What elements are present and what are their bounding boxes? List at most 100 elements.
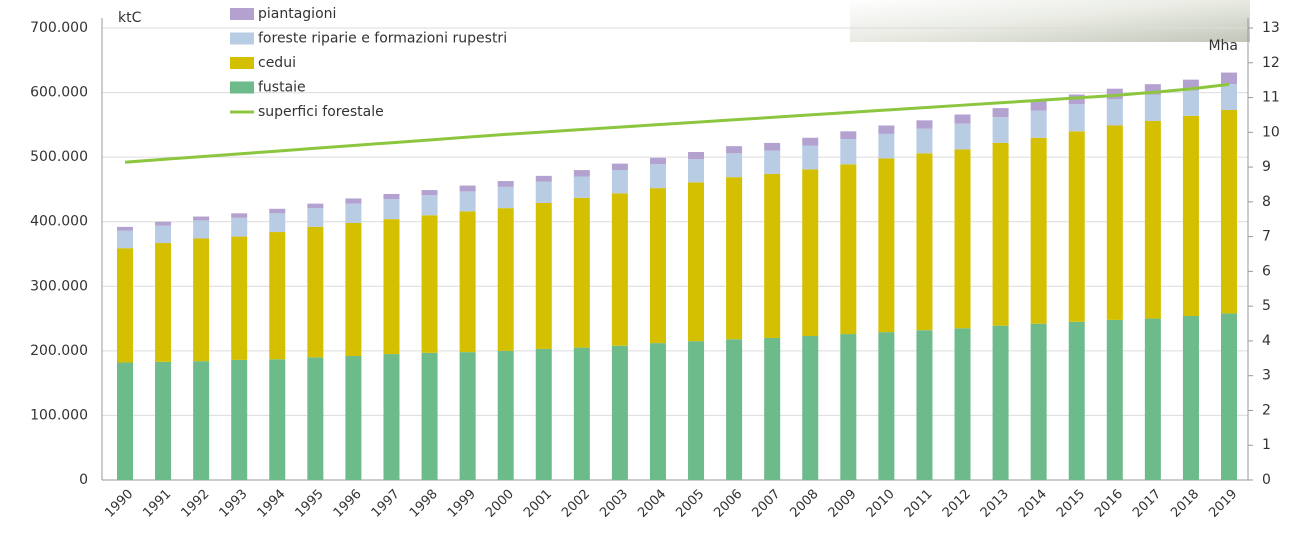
bar-segment (611, 163, 628, 171)
bar-segment (383, 199, 400, 220)
bar-segment (802, 137, 819, 146)
bar-segment (954, 328, 971, 480)
y2-tick-label: 9 (1262, 159, 1271, 175)
bar-segment (269, 359, 286, 480)
bar-segment (383, 354, 400, 480)
y-tick-label: 200.000 (30, 343, 88, 359)
bar-segment (1068, 321, 1085, 480)
bar-segment (1182, 315, 1199, 480)
bar-segment (954, 123, 971, 150)
legend-swatch (230, 57, 254, 69)
legend-swatch (230, 8, 254, 20)
y2-tick-label: 5 (1262, 298, 1271, 314)
bar-segment (649, 157, 666, 165)
bar-segment (421, 352, 438, 480)
bar-segment (878, 158, 895, 333)
legend-label: fustaie (258, 80, 306, 96)
x-tick-label: 1998 (407, 487, 441, 521)
legend-label: piantagioni (258, 6, 336, 22)
bar-segment (497, 208, 514, 351)
bar-segment (1144, 318, 1161, 480)
bar-segment (840, 334, 857, 480)
x-tick-label: 2005 (673, 487, 707, 521)
bar-segment (231, 217, 248, 237)
bar-segment (117, 248, 133, 363)
x-tick-label: 2011 (902, 487, 936, 521)
bar-segment (649, 188, 666, 344)
bar-segment (1030, 110, 1047, 138)
bar-segment (193, 361, 210, 480)
legend-label: foreste riparie e formazioni rupestri (258, 31, 507, 47)
x-tick-label: 2018 (1168, 487, 1202, 521)
bar-segment (992, 117, 1009, 143)
bar-segment (117, 230, 133, 249)
bar-segment (649, 164, 666, 189)
bar-segment (535, 181, 552, 203)
legend-label: cedui (258, 55, 296, 71)
photo-background (850, 0, 1250, 42)
bar-segment (155, 225, 172, 244)
x-tick-label: 1992 (178, 487, 212, 521)
x-tick-label: 2000 (483, 487, 517, 521)
bar-segment (269, 208, 286, 214)
bar-segment (840, 164, 857, 335)
y2-tick-label: 10 (1262, 124, 1280, 140)
bar-segment (916, 128, 933, 154)
bar-segment (1221, 72, 1237, 85)
y2-tick-label: 7 (1262, 229, 1271, 245)
bar-segment (878, 133, 895, 159)
bar-segment (1106, 125, 1123, 320)
bar-segment (1221, 110, 1237, 314)
x-tick-label: 2013 (978, 487, 1012, 521)
bar-segment (269, 232, 286, 360)
x-tick-label: 2008 (788, 487, 822, 521)
bar-segment (992, 108, 1009, 118)
y2-tick-label: 1 (1262, 437, 1271, 453)
x-tick-label: 1994 (255, 487, 289, 521)
bar-segment (1182, 115, 1199, 316)
bar-segment (688, 159, 705, 183)
bar-segment (193, 238, 210, 362)
x-tick-label: 2014 (1016, 487, 1050, 521)
bar-segment (840, 139, 857, 165)
bar-segment (193, 220, 210, 239)
bar-segment (802, 336, 819, 480)
y2-tick-label: 8 (1262, 194, 1271, 210)
bar-segment (726, 146, 743, 154)
bar-segment (345, 203, 362, 224)
y2-tick-label: 11 (1262, 90, 1280, 106)
bar-segment (193, 216, 210, 221)
bar-segment (231, 359, 248, 480)
bar-segment (649, 343, 666, 480)
bar-segment (1030, 323, 1047, 480)
bar-segment (726, 339, 743, 480)
bar-segment (611, 170, 628, 194)
y-tick-label: 0 (79, 472, 88, 488)
bar-segment (1182, 79, 1199, 91)
bar-segment (155, 221, 172, 226)
bar-segment (1182, 90, 1199, 116)
bar-segment (1030, 137, 1047, 324)
legend-label: superfici forestale (258, 104, 384, 120)
y2-axis-unit: Mha (1208, 38, 1238, 54)
bar-segment (307, 208, 324, 227)
bar-segment (421, 215, 438, 353)
bar-segment (688, 182, 705, 342)
y2-tick-label: 13 (1262, 20, 1280, 36)
x-tick-label: 2017 (1130, 487, 1164, 521)
bar-segment (1106, 319, 1123, 480)
y-tick-label: 700.000 (30, 20, 88, 36)
bar-segment (155, 243, 172, 362)
bar-segment (421, 195, 438, 216)
bar-segment (459, 211, 476, 353)
bar-segment (764, 337, 781, 480)
bar-segment (421, 190, 438, 196)
bar-segment (726, 177, 743, 340)
bar-segment (840, 131, 857, 140)
x-tick-label: 1991 (140, 487, 174, 521)
bar-segment (688, 341, 705, 480)
x-tick-label: 2004 (635, 487, 669, 521)
x-tick-label: 1990 (102, 487, 136, 521)
bar-segment (345, 223, 362, 357)
bar-segment (726, 153, 743, 178)
